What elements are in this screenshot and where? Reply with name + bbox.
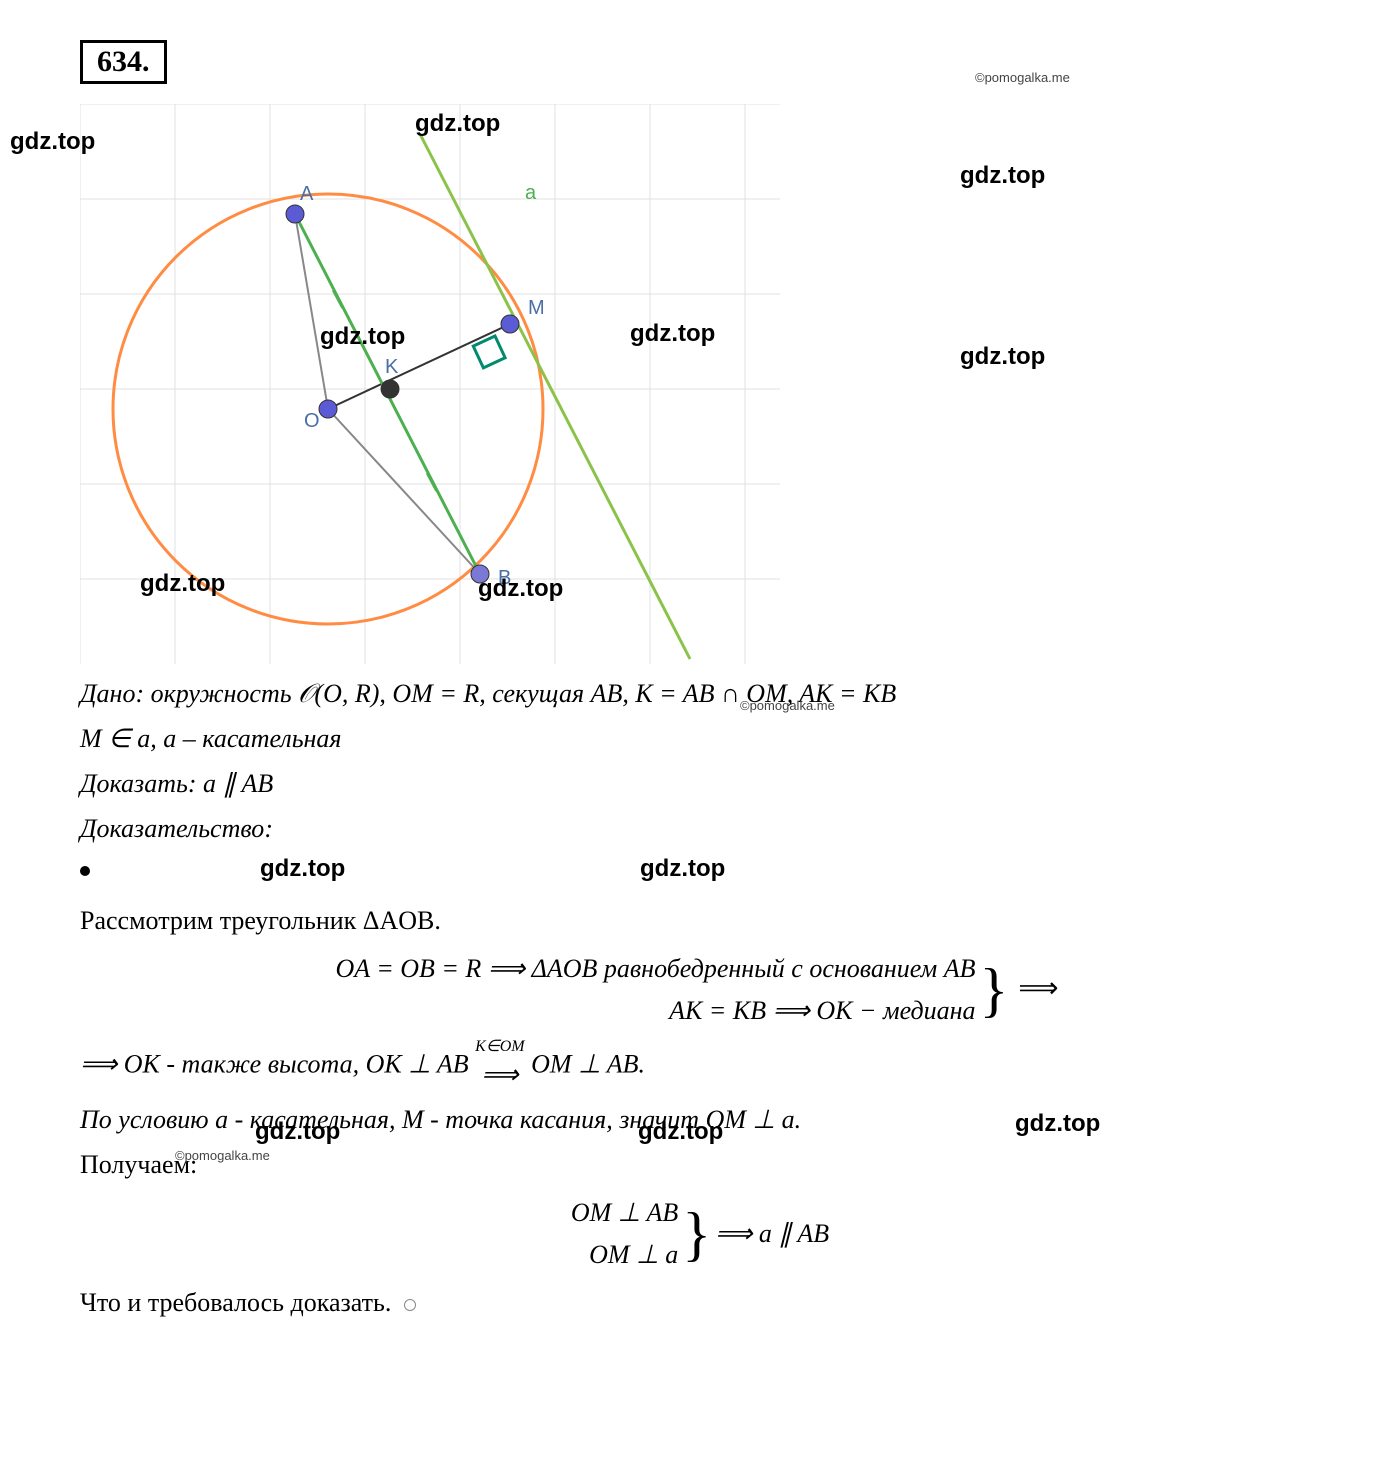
given-content: : окружность 𝒪(O, R), OM = R, секущая AB… — [135, 679, 896, 708]
brace-icon: } — [980, 966, 1009, 1014]
prove-line: Доказать: a ∥ AB — [80, 764, 1320, 803]
given-line-1: Дано: окружность 𝒪(O, R), OM = R, секуща… — [80, 674, 1320, 713]
derivation-2: OM ⊥ AB OM ⊥ a } ⟹ a ∥ AB — [80, 1192, 1320, 1275]
figure-svg: A M O K Ba — [80, 104, 780, 664]
given-line-2: M ∈ a, a – касательная — [80, 719, 1320, 758]
watermark-gdz: gdz.top — [960, 343, 1045, 371]
derivation-1: OA = OB = R ⟹ ΔAOB равнобедренный с осно… — [80, 948, 1320, 1031]
watermark-pomogalka: ©pomogalka.me — [975, 70, 1070, 85]
svg-text:K: K — [385, 356, 399, 378]
step2-part-b: OM ⊥ AB. — [531, 1050, 645, 1079]
prove-label: Доказать — [80, 769, 188, 798]
step-2: ⟹ OK - также высота, OK ⊥ AB K∈OM ⟹ OM ⊥… — [80, 1039, 1320, 1094]
step-4: Получаем: — [80, 1145, 1320, 1184]
watermark-gdz: gdz.top — [960, 162, 1045, 190]
deriv1-line1: OA = OB = R ⟹ ΔAOB равнобедренный с осно… — [336, 948, 976, 990]
overset-top: K∈OM — [475, 1039, 525, 1055]
overset-arrow-sym: ⟹ — [481, 1055, 518, 1094]
deriv2-line1: OM ⊥ AB — [571, 1192, 678, 1234]
qed-circle-icon — [404, 1299, 416, 1311]
proof-label: Доказательство: — [80, 809, 1320, 848]
given-label: Дано — [80, 679, 135, 708]
qed-text: Что и требовалось доказать. — [80, 1288, 391, 1317]
deriv2-line2: OM ⊥ a — [589, 1234, 678, 1276]
deriv1-line2: AK = KB ⟹ OK − медиана — [669, 990, 975, 1032]
qed-line: Что и требовалось доказать. — [80, 1283, 1320, 1322]
svg-text:a: a — [525, 182, 537, 204]
step2-part-a: ⟹ OK - также высота, OK ⊥ AB — [80, 1050, 469, 1079]
step-1: Рассмотрим треугольник ΔAOB. — [80, 901, 1320, 940]
overset-arrow: K∈OM ⟹ — [475, 1039, 525, 1094]
deriv2-result: ⟹ a ∥ AB — [715, 1213, 829, 1255]
problem-number: 634. — [80, 40, 167, 84]
bullet-icon — [80, 866, 90, 876]
brace-icon-2: } — [682, 1210, 711, 1258]
prove-content: : a ∥ AB — [188, 769, 273, 798]
svg-text:O: O — [304, 410, 320, 432]
svg-text:A: A — [300, 183, 314, 205]
watermark-gdz: gdz.top — [260, 855, 345, 883]
svg-text:B: B — [498, 567, 511, 589]
implies-arrow: ⟹ — [1018, 967, 1058, 1012]
svg-text:M: M — [528, 297, 545, 319]
geometry-figure: A M O K Ba — [80, 104, 780, 664]
watermark-gdz: gdz.top — [640, 855, 725, 883]
step-3: По условию a - касательная, M - точка ка… — [80, 1100, 1320, 1139]
